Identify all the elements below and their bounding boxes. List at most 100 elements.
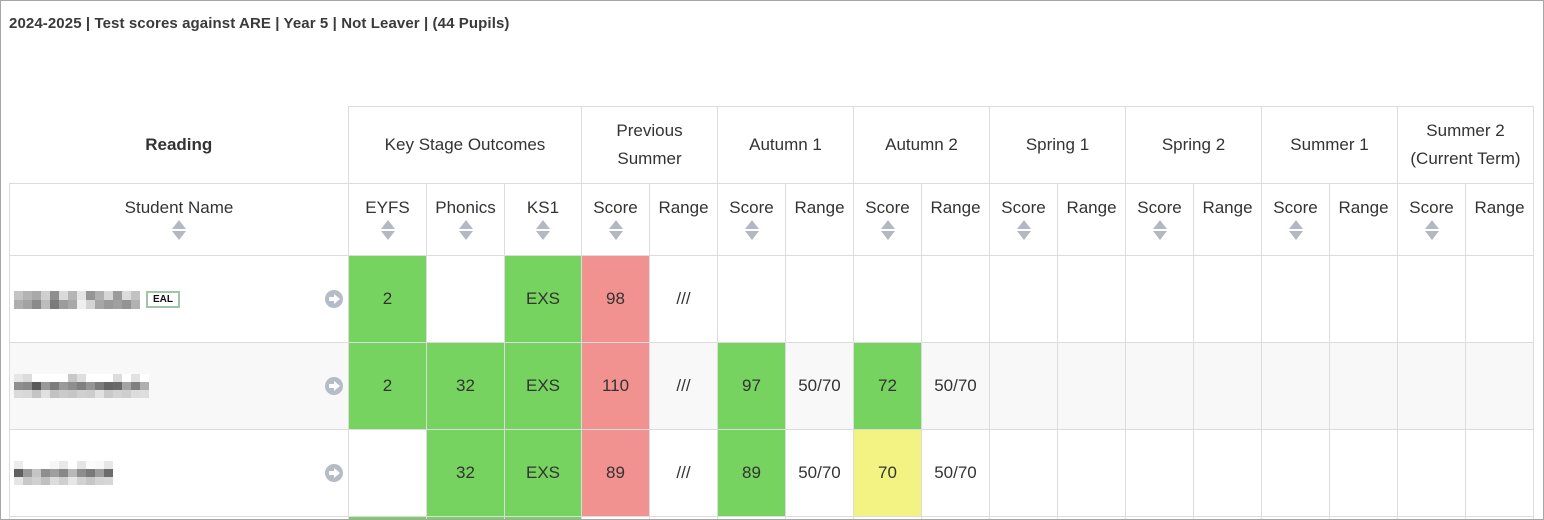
table-row: 2 32 EXS 110///97 50/70 72 50/70: [9, 342, 1534, 430]
col-autumn2-score[interactable]: Score: [853, 183, 922, 256]
score-cell: 2: [348, 255, 427, 343]
score-cell: 89: [717, 429, 786, 517]
arrow-right-circle-icon[interactable]: [325, 377, 343, 395]
table-row: EAL 2 EXS 98///: [9, 255, 1534, 343]
score-cell: ///: [649, 255, 718, 343]
col-autumn1-score[interactable]: Score: [717, 183, 786, 256]
score-cell: [348, 429, 427, 517]
score-cell: [1125, 429, 1194, 517]
score-cell: ///: [649, 342, 718, 430]
sort-icon[interactable]: [458, 219, 473, 242]
score-cell: [1125, 255, 1194, 343]
score-cell: [1465, 429, 1534, 517]
col-prev-summer-score[interactable]: Score: [581, 183, 650, 256]
score-cell: 2: [348, 342, 427, 430]
score-cell: [921, 255, 990, 343]
table-row: 32 EXS 89///89 50/70 70 50/70: [9, 429, 1534, 517]
score-cell: [1261, 255, 1330, 343]
score-cell: [1261, 342, 1330, 430]
score-cell: [1397, 255, 1466, 343]
score-cell: 50/70: [785, 342, 854, 430]
group-autumn-2: Autumn 2: [853, 106, 990, 184]
sort-icon[interactable]: [1152, 219, 1167, 242]
score-cell: [785, 255, 854, 343]
score-cell: [1465, 255, 1534, 343]
student-name-redacted[interactable]: [14, 461, 113, 485]
score-cell: [1193, 255, 1262, 343]
score-cell: [1329, 342, 1398, 430]
score-cell: [1057, 342, 1126, 430]
group-previous-summer: Previous Summer: [581, 106, 718, 184]
col-autumn2-range: Range: [921, 183, 990, 256]
group-key-stage-outcomes: Key Stage Outcomes: [348, 106, 582, 184]
score-cell: [989, 429, 1058, 517]
score-cell: [989, 255, 1058, 343]
score-cell: 110: [581, 342, 650, 430]
score-cell: 97: [717, 342, 786, 430]
group-spring-1: Spring 1: [989, 106, 1126, 184]
group-spring-2: Spring 2: [1125, 106, 1262, 184]
report-title: 2024-2025 | Test scores against ARE | Ye…: [9, 15, 510, 32]
student-name-redacted[interactable]: [14, 374, 149, 398]
sort-icon[interactable]: [608, 219, 623, 242]
score-cell: [1397, 342, 1466, 430]
sort-icon[interactable]: [536, 219, 550, 242]
score-cell: EXS: [504, 429, 582, 517]
sort-icon[interactable]: [1016, 219, 1031, 242]
score-cell: 50/70: [785, 429, 854, 517]
score-cell: [1125, 342, 1194, 430]
col-prev-summer-range: Range: [649, 183, 718, 256]
col-summer2-score[interactable]: Score: [1397, 183, 1466, 256]
sort-icon[interactable]: [744, 219, 759, 242]
score-cell: [1329, 429, 1398, 517]
arrow-right-circle-icon[interactable]: [325, 464, 343, 482]
score-cell: 72: [853, 342, 922, 430]
score-cell: [853, 255, 922, 343]
score-cell: 50/70: [921, 342, 990, 430]
scores-table: Reading Key Stage Outcomes Previous Summe…: [9, 106, 1534, 519]
column-header-row: Student Name EYFS Phonics KS1 Score Rang…: [9, 183, 1534, 256]
score-cell: [717, 255, 786, 343]
student-name-redacted[interactable]: [14, 290, 140, 309]
score-cell: [1261, 429, 1330, 517]
col-student-name[interactable]: Student Name: [9, 183, 349, 256]
col-autumn1-range: Range: [785, 183, 854, 256]
group-autumn-1: Autumn 1: [717, 106, 854, 184]
arrow-right-circle-icon[interactable]: [325, 290, 343, 308]
score-cell: [1397, 429, 1466, 517]
score-cell: [989, 342, 1058, 430]
score-cell: 32: [426, 429, 505, 517]
subject-label: Reading: [9, 106, 349, 184]
col-spring1-score[interactable]: Score: [989, 183, 1058, 256]
score-cell: [1329, 255, 1398, 343]
table-row-partial: [9, 516, 1534, 519]
col-spring2-score[interactable]: Score: [1125, 183, 1194, 256]
score-cell: ///: [649, 429, 718, 517]
student-name-cell: [9, 429, 349, 517]
col-summer1-range: Range: [1329, 183, 1398, 256]
table-body: EAL 2 EXS 98///2 32 EXS 110///97 50/70 72 50/70 32…: [9, 255, 1534, 519]
group-header-row: Reading Key Stage Outcomes Previous Summe…: [9, 106, 1534, 184]
score-cell: [426, 255, 505, 343]
group-summer-2-current-term: Summer 2 (Current Term): [1397, 106, 1534, 184]
col-phonics[interactable]: Phonics: [426, 183, 505, 256]
sort-icon[interactable]: [172, 219, 186, 242]
sort-icon[interactable]: [880, 219, 895, 242]
col-summer1-score[interactable]: Score: [1261, 183, 1330, 256]
score-cell: [1057, 255, 1126, 343]
score-cell: 50/70: [921, 429, 990, 517]
sort-icon[interactable]: [1424, 219, 1439, 242]
score-cell: 89: [581, 429, 650, 517]
col-spring2-range: Range: [1193, 183, 1262, 256]
score-cell: [1057, 429, 1126, 517]
score-cell: 70: [853, 429, 922, 517]
col-spring1-range: Range: [1057, 183, 1126, 256]
col-ks1[interactable]: KS1: [504, 183, 582, 256]
col-eyfs[interactable]: EYFS: [348, 183, 427, 256]
score-cell: 32: [426, 342, 505, 430]
student-name-cell: [9, 342, 349, 430]
student-name-cell: EAL: [9, 255, 349, 343]
sort-icon[interactable]: [380, 219, 395, 242]
sort-icon[interactable]: [1288, 219, 1303, 242]
